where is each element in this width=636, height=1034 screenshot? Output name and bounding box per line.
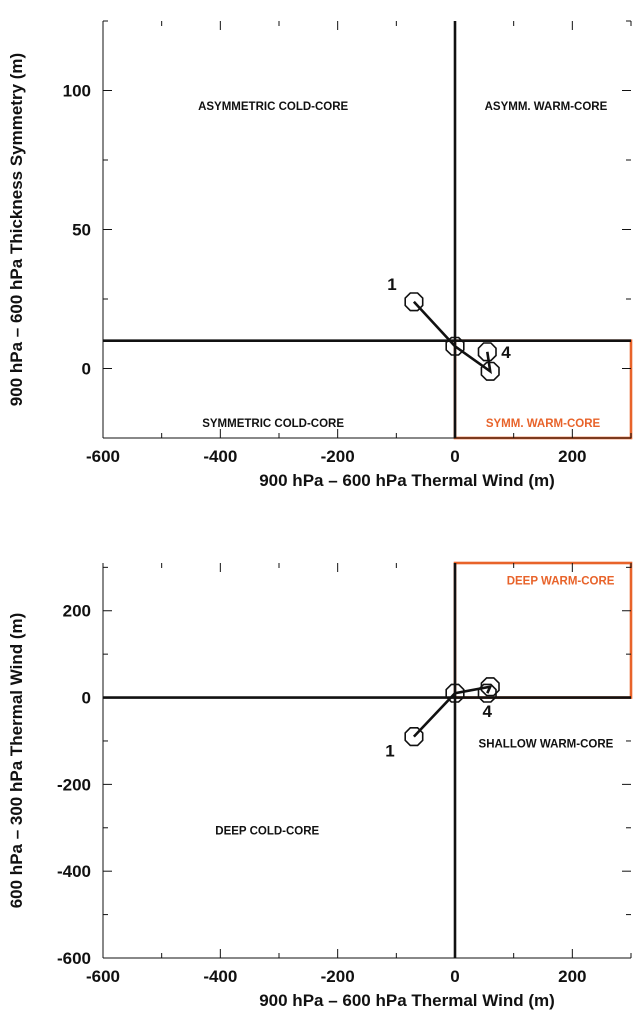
trajectory-point	[480, 677, 500, 697]
x-tick-label: -600	[86, 447, 120, 466]
trajectory-point	[404, 726, 424, 747]
y-tick-label: 200	[63, 602, 91, 621]
point-label: 4	[483, 702, 493, 721]
trajectory-point	[404, 292, 424, 312]
y-tick-label: -600	[57, 949, 91, 968]
trajectory-line	[412, 300, 492, 375]
point-label: 1	[385, 742, 394, 761]
x-tick-label: -400	[203, 967, 237, 986]
thermal-wind-vs-symmetry-panel: -600 -400 -200 0 200 0 50 100 900 hPa – 600 hPa …	[7, 20, 633, 490]
y-tick-label: 0	[82, 360, 91, 379]
x-tick-label: 0	[450, 967, 459, 986]
trajectory-point	[477, 683, 497, 703]
region-label: SYMM. WARM-CORE	[486, 418, 601, 430]
y-axis-title: 900 hPa – 600 hPa Thickness Symmetry (m)	[7, 53, 26, 406]
region-label: ASYMM. WARM-CORE	[485, 101, 608, 113]
trajectory-point	[480, 361, 500, 381]
y-axis-title: 600 hPa – 300 hPa Thermal Wind (m)	[7, 613, 26, 909]
x-tick-label: -200	[321, 967, 355, 986]
x-axis-title: 900 hPa – 600 hPa Thermal Wind (m)	[259, 991, 555, 1010]
point-label: 4	[501, 343, 511, 362]
y-tick-label: 0	[82, 689, 91, 708]
trajectory-line	[412, 684, 493, 738]
y-tick-label: 100	[63, 82, 91, 101]
region-label: ASYMMETRIC COLD-CORE	[198, 101, 348, 113]
x-tick-label: -400	[203, 447, 237, 466]
x-tick-label: 200	[558, 967, 586, 986]
region-label: DEEP WARM-CORE	[507, 576, 615, 588]
region-label: SHALLOW WARM-CORE	[479, 738, 614, 750]
trajectory-point	[445, 683, 465, 703]
x-tick-label: 200	[558, 447, 586, 466]
x-tick-label: 0	[450, 447, 459, 466]
point-label: 1	[387, 275, 396, 294]
trajectory-point	[477, 342, 497, 362]
y-tick-label: -400	[57, 862, 91, 881]
y-tick-label: -200	[57, 775, 91, 794]
x-axis-title: 900 hPa – 600 hPa Thermal Wind (m)	[259, 471, 555, 490]
x-tick-label: -200	[321, 447, 355, 466]
trajectory-point	[445, 336, 465, 356]
region-label: SYMMETRIC COLD-CORE	[202, 418, 344, 430]
y-tick-label: 50	[72, 221, 91, 240]
region-label: DEEP COLD-CORE	[215, 825, 319, 837]
x-tick-label: -600	[86, 967, 120, 986]
